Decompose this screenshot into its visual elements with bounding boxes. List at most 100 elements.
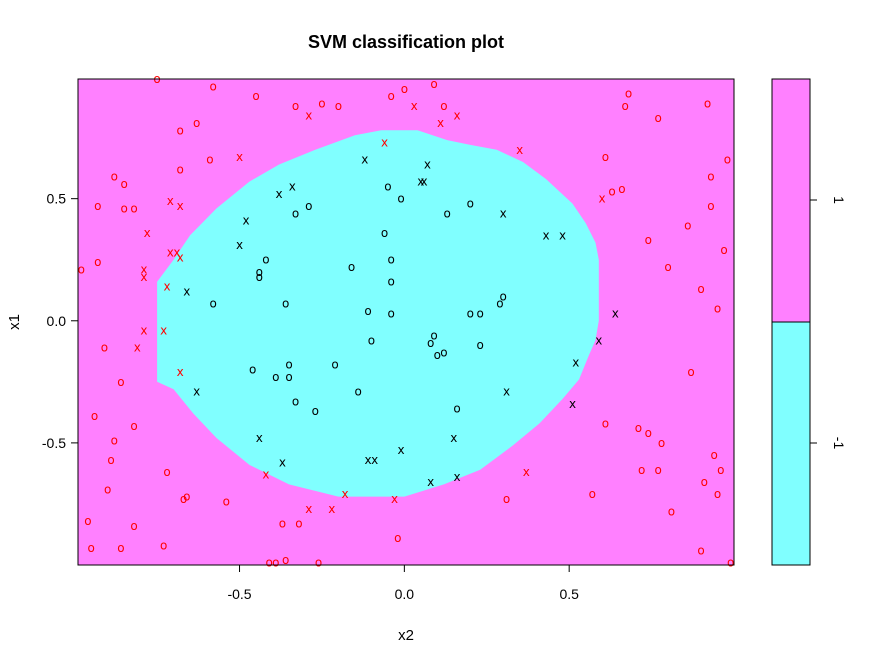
data-point: o	[163, 465, 170, 479]
legend-label-1: 1	[831, 196, 847, 204]
data-point: o	[655, 111, 662, 125]
data-point: o	[335, 99, 342, 113]
data-point: o	[111, 433, 118, 447]
data-point: x	[450, 431, 457, 445]
y-tick-label: -0.5	[42, 435, 66, 451]
data-point: x	[173, 245, 180, 259]
data-point: o	[272, 370, 279, 384]
data-point: o	[618, 182, 625, 196]
data-point: o	[707, 170, 714, 184]
data-point: o	[684, 219, 691, 233]
data-point: o	[430, 77, 437, 91]
data-point: o	[477, 307, 484, 321]
data-point: o	[210, 297, 217, 311]
data-point: o	[589, 487, 596, 501]
data-point: x	[193, 385, 200, 399]
data-point: o	[266, 556, 273, 570]
data-point: x	[500, 206, 507, 220]
data-point: o	[602, 416, 609, 430]
data-point: o	[503, 492, 510, 506]
data-point: o	[645, 233, 652, 247]
data-point: x	[262, 468, 269, 482]
data-point: o	[711, 448, 718, 462]
legend-swatch-1	[771, 78, 811, 323]
data-point: x	[523, 465, 530, 479]
data-point: o	[210, 79, 217, 93]
data-point: x	[417, 175, 424, 189]
data-point: o	[111, 170, 118, 184]
data-point: x	[236, 238, 243, 252]
data-point: x	[341, 487, 348, 501]
data-point: o	[101, 341, 108, 355]
data-point: o	[292, 206, 299, 220]
data-point: x	[236, 150, 243, 164]
data-point: x	[437, 116, 444, 130]
data-point: x	[424, 158, 431, 172]
data-point: o	[272, 556, 279, 570]
data-point: o	[104, 482, 111, 496]
data-point: o	[467, 197, 474, 211]
data-point: o	[84, 514, 91, 528]
data-point: o	[282, 297, 289, 311]
data-point: o	[256, 270, 263, 284]
data-point: o	[292, 394, 299, 408]
data-point: o	[388, 253, 395, 267]
data-point: o	[279, 517, 286, 531]
data-point: x	[454, 109, 461, 123]
data-point: o	[664, 260, 671, 274]
data-point: x	[503, 385, 510, 399]
data-point: o	[496, 297, 503, 311]
x-axis-label: x2	[398, 627, 414, 644]
data-point: o	[724, 153, 731, 167]
data-point: o	[117, 541, 124, 555]
data-point: o	[285, 370, 292, 384]
data-point: x	[595, 333, 602, 347]
data-point: x	[365, 453, 372, 467]
data-point: o	[177, 123, 184, 137]
data-point: o	[397, 192, 404, 206]
data-point: o	[388, 89, 395, 103]
data-point: x	[328, 502, 335, 516]
data-point: x	[305, 109, 312, 123]
data-point: x	[599, 192, 606, 206]
data-point: o	[401, 82, 408, 96]
data-point: o	[714, 302, 721, 316]
x-axis: -0.5 0.0 0.5	[227, 564, 579, 602]
data-point: o	[305, 199, 312, 213]
data-point: x	[398, 443, 405, 457]
data-point: o	[707, 199, 714, 213]
data-point: o	[622, 99, 629, 113]
data-point: o	[440, 346, 447, 360]
data-point: o	[500, 289, 507, 303]
data-point: x	[167, 194, 174, 208]
data-point: o	[193, 116, 200, 130]
data-point: x	[454, 470, 461, 484]
data-point: o	[292, 99, 299, 113]
data-point: o	[256, 265, 263, 279]
data-point: o	[312, 404, 319, 418]
data-point: o	[121, 177, 128, 191]
y-tick-label: 0.5	[47, 191, 67, 207]
data-point: x	[140, 263, 147, 277]
data-point: o	[697, 282, 704, 296]
data-point: o	[645, 426, 652, 440]
data-point: o	[388, 275, 395, 289]
data-point: o	[262, 253, 269, 267]
data-point: x	[559, 228, 566, 242]
data-point: x	[391, 492, 398, 506]
data-point: x	[167, 245, 174, 259]
data-point: o	[655, 463, 662, 477]
data-point: o	[160, 539, 167, 553]
data-point: o	[121, 201, 128, 215]
data-point: o	[608, 184, 615, 198]
data-point: o	[704, 96, 711, 110]
data-point: x	[140, 270, 147, 284]
data-point: o	[94, 255, 101, 269]
data-point: o	[368, 333, 375, 347]
data-point: o	[658, 436, 665, 450]
data-point: o	[318, 96, 325, 110]
data-point: o	[668, 504, 675, 518]
data-point: o	[394, 531, 401, 545]
